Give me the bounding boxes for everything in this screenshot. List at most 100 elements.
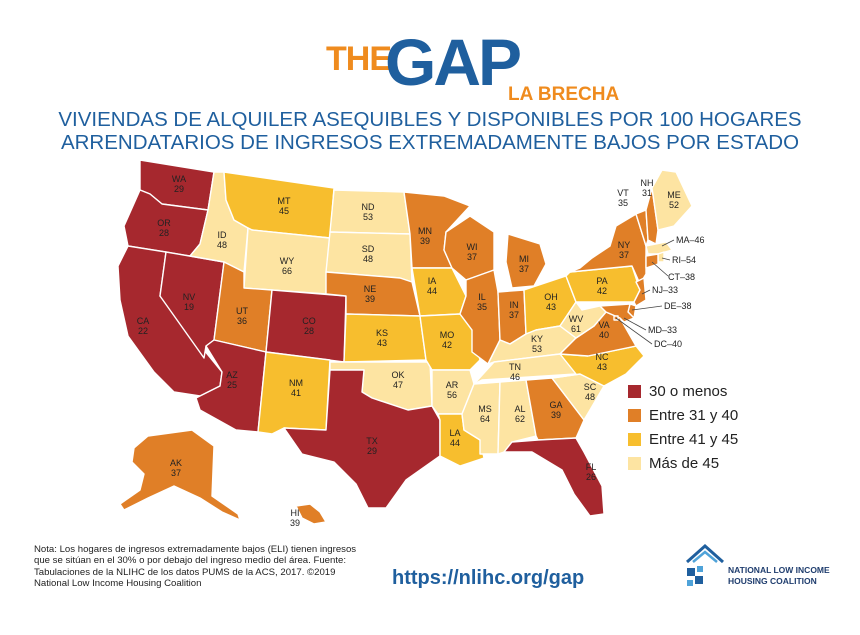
state-label-az: AZ xyxy=(226,370,238,380)
state-value-co: 28 xyxy=(304,326,314,336)
state-value-hi: 39 xyxy=(290,518,300,528)
state-ma xyxy=(645,241,673,255)
state-label-in: IN xyxy=(510,300,519,310)
website-link[interactable]: https://nlihc.org/gap xyxy=(392,567,585,589)
state-label-oh: OH xyxy=(544,292,558,302)
state-label-ga: GA xyxy=(549,400,562,410)
state-label-fl: FL xyxy=(586,462,597,472)
state-label-wi: WI xyxy=(467,242,478,252)
state-value-sc: 48 xyxy=(585,392,595,402)
state-value-nv: 19 xyxy=(184,302,194,312)
leader-de xyxy=(631,305,663,311)
state-nh xyxy=(645,187,659,245)
state-value-ak: 37 xyxy=(171,468,181,478)
state-label-al: AL xyxy=(514,404,525,414)
title-line-2: ARRENDATARIOS DE INGRESOS EXTREMADAMENTE… xyxy=(60,131,800,154)
state-value-oh: 43 xyxy=(546,302,556,312)
state-value-wi: 37 xyxy=(467,252,477,262)
logo-la-brecha: LA BRECHA xyxy=(508,84,620,105)
state-label-ok: OK xyxy=(391,370,404,380)
callout-ct: CT–38 xyxy=(668,272,695,282)
legend-item-lte30: 30 o menos xyxy=(628,379,738,403)
state-fl xyxy=(503,437,605,517)
legend-label: Entre 41 y 45 xyxy=(649,430,739,448)
legend-swatch xyxy=(628,432,641,446)
state-value-fl: 26 xyxy=(586,472,596,482)
state-label-nc: NC xyxy=(596,352,609,362)
state-label-mt: MT xyxy=(278,196,291,206)
state-value-tn: 46 xyxy=(510,372,520,382)
org-name-line-2: HOUSING COALITION xyxy=(728,576,817,586)
state-ri xyxy=(657,251,665,263)
the-gap-logo: THE GAP LA BRECHA xyxy=(0,25,860,108)
state-label-sc: SC xyxy=(584,382,597,392)
title-line-1: VIVIENDAS DE ALQUILER ASEQUIBLES Y DISPO… xyxy=(58,108,802,131)
legend-label: Más de 45 xyxy=(649,454,720,472)
state-label-ca: CA xyxy=(137,316,150,326)
state-value-ky: 53 xyxy=(532,344,542,354)
state-value-wa: 29 xyxy=(174,184,184,194)
state-label-hi: HI xyxy=(291,508,300,518)
state-il xyxy=(459,269,501,365)
state-value-ar: 56 xyxy=(447,390,457,400)
state-label-or: OR xyxy=(157,218,171,228)
state-label-tn: TN xyxy=(509,362,521,372)
legend-item-41-45: Entre 41 y 45 xyxy=(628,427,738,451)
leader-nj xyxy=(641,289,651,295)
state-label-va: VA xyxy=(598,320,609,330)
state-hi xyxy=(295,503,327,525)
state-value-mi: 37 xyxy=(519,264,529,274)
state-value-nh: 31 xyxy=(642,188,652,198)
callout-ma: MA–46 xyxy=(676,235,705,245)
legend-item-gt45: Más de 45 xyxy=(628,451,738,475)
state-value-nd: 53 xyxy=(363,212,373,222)
logo-gap: GAP xyxy=(385,25,522,99)
legend-swatch xyxy=(628,456,641,470)
state-label-sd: SD xyxy=(362,244,375,254)
state-label-ne: NE xyxy=(364,284,377,294)
state-ak xyxy=(119,429,241,521)
state-value-il: 35 xyxy=(477,302,487,312)
state-value-az: 25 xyxy=(227,380,237,390)
logo-the: THE xyxy=(326,40,392,78)
map-title: VIVIENDAS DE ALQUILER ASEQUIBLES Y DISPO… xyxy=(0,108,860,154)
state-value-mo: 42 xyxy=(442,340,452,350)
state-label-la: LA xyxy=(449,428,460,438)
state-value-nm: 41 xyxy=(291,388,301,398)
state-label-ks: KS xyxy=(376,328,388,338)
state-label-mi: MI xyxy=(519,254,529,264)
state-value-mn: 39 xyxy=(420,236,430,246)
state-me xyxy=(651,169,693,231)
callout-md: MD–33 xyxy=(648,325,677,335)
leader-dc xyxy=(615,317,653,345)
state-tx xyxy=(283,369,441,509)
nlihc-house-icon xyxy=(686,543,724,586)
state-value-sd: 48 xyxy=(363,254,373,264)
state-value-ks: 43 xyxy=(377,338,387,348)
leader-md xyxy=(623,317,647,331)
state-label-id: ID xyxy=(218,230,228,240)
state-ia xyxy=(411,267,467,317)
legend-swatch xyxy=(628,408,641,422)
state-value-in: 37 xyxy=(509,310,519,320)
state-label-nd: ND xyxy=(362,202,375,212)
state-label-nv: NV xyxy=(183,292,196,302)
state-value-al: 62 xyxy=(515,414,525,424)
legend-label: 30 o menos xyxy=(649,382,728,400)
callout-ri: RI–54 xyxy=(672,255,696,265)
footnote: Nota: Los hogares de ingresos extremadam… xyxy=(34,544,357,590)
state-value-nc: 43 xyxy=(597,362,607,372)
state-label-ky: KY xyxy=(531,334,543,344)
state-label-tx: TX xyxy=(366,436,378,446)
leader-ri xyxy=(661,257,671,261)
state-value-ia: 44 xyxy=(427,286,437,296)
state-label-ar: AR xyxy=(446,380,459,390)
callout-dc: DC–40 xyxy=(654,339,682,349)
state-value-ny: 37 xyxy=(619,250,629,260)
state-value-tx: 29 xyxy=(367,446,377,456)
state-label-ut: UT xyxy=(236,306,248,316)
state-label-nh: NH xyxy=(641,178,654,188)
callout-nj: NJ–33 xyxy=(652,285,678,295)
nlihc-logo: NATIONAL LOW INCOME HOUSING COALITION xyxy=(683,536,830,592)
